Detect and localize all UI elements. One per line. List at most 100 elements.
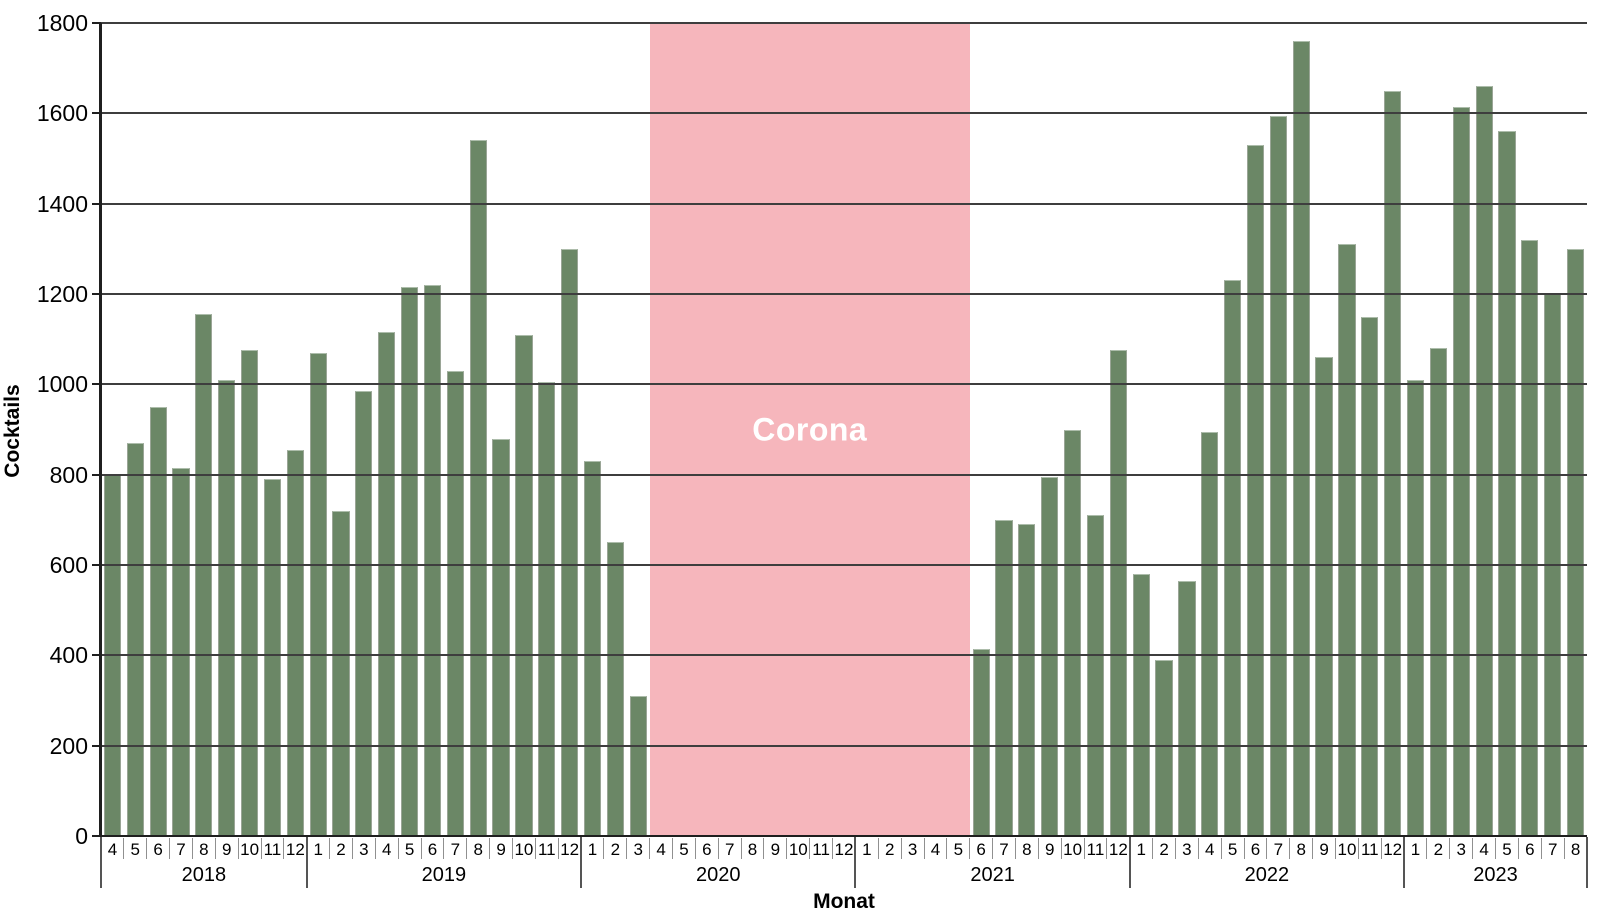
month-label-2021-3: 3 xyxy=(907,840,918,859)
month-label-2021-11: 11 xyxy=(1086,840,1105,859)
bar-2021-10 xyxy=(1064,429,1082,836)
bar-2018-9 xyxy=(218,379,236,836)
month-label-2018-12: 12 xyxy=(285,840,305,859)
y-tick-1600 xyxy=(92,112,101,115)
y-tick-label-1800: 1800 xyxy=(36,10,88,36)
y-tick-600 xyxy=(92,564,101,566)
y-tick-label-0: 0 xyxy=(75,823,88,849)
bar-2023-5 xyxy=(1498,131,1516,836)
month-label-2019-11: 11 xyxy=(537,840,556,859)
month-separator xyxy=(123,838,125,859)
month-label-2018-9: 9 xyxy=(221,840,232,859)
y-tick-label-1200: 1200 xyxy=(36,281,88,307)
month-separator xyxy=(1289,838,1291,859)
month-separator xyxy=(1014,838,1016,859)
month-label-2020-12: 12 xyxy=(834,840,854,859)
month-label-2021-10: 10 xyxy=(1063,840,1083,859)
month-separator xyxy=(740,838,742,859)
month-separator xyxy=(1220,838,1222,859)
bar-2023-8 xyxy=(1566,248,1585,836)
y-tick-800 xyxy=(92,473,101,476)
month-separator xyxy=(214,838,216,859)
y-tick-label-800: 800 xyxy=(49,461,88,488)
month-label-2021-12: 12 xyxy=(1108,840,1128,859)
month-label-2018-8: 8 xyxy=(199,840,209,859)
bar-2023-1 xyxy=(1406,379,1425,836)
bar-2021-12 xyxy=(1109,350,1127,836)
month-label-2022-4: 4 xyxy=(1205,840,1215,859)
month-separator xyxy=(900,838,902,859)
bar-2018-5 xyxy=(126,443,144,836)
month-label-2018-5: 5 xyxy=(130,840,141,859)
month-separator xyxy=(1106,838,1108,859)
y-tick-label-200: 200 xyxy=(49,732,88,759)
month-separator xyxy=(946,838,948,859)
month-label-2022-11: 11 xyxy=(1360,840,1379,859)
bar-2020-2 xyxy=(606,542,624,836)
y-tick-1000 xyxy=(92,383,101,386)
bar-2022-4 xyxy=(1201,431,1219,836)
month-separator xyxy=(557,838,559,859)
month-separator xyxy=(1266,838,1268,859)
gridline-800 xyxy=(101,473,1587,476)
y-tick-200 xyxy=(92,744,101,747)
month-separator xyxy=(763,838,765,859)
month-separator xyxy=(877,838,879,859)
bar-2022-5 xyxy=(1224,280,1242,836)
month-label-2019-8: 8 xyxy=(473,840,483,859)
month-separator xyxy=(992,838,994,859)
month-separator xyxy=(1152,838,1154,859)
bar-2022-11 xyxy=(1361,316,1379,836)
bar-2018-7 xyxy=(172,467,190,836)
month-label-2020-1: 1 xyxy=(587,840,598,859)
month-separator xyxy=(1335,838,1337,859)
y-tick-label-1000: 1000 xyxy=(36,371,88,398)
bar-2021-6 xyxy=(972,648,990,836)
bar-2022-10 xyxy=(1338,244,1356,836)
month-label-2023-4: 4 xyxy=(1479,840,1489,859)
month-separator xyxy=(1426,838,1428,859)
month-separator xyxy=(351,838,353,859)
plot-area: Corona xyxy=(101,22,1587,836)
month-label-2023-7: 7 xyxy=(1547,840,1558,859)
month-separator xyxy=(466,838,468,859)
bar-2019-10 xyxy=(515,334,533,836)
y-tick-label-400: 400 xyxy=(49,642,88,669)
month-separator xyxy=(1517,838,1519,859)
month-label-2019-12: 12 xyxy=(560,840,580,859)
month-separator xyxy=(420,838,422,859)
y-tick-label-1400: 1400 xyxy=(36,190,88,217)
bar-2019-5 xyxy=(401,287,419,836)
bar-2019-6 xyxy=(423,284,442,836)
month-label-2021-5: 5 xyxy=(953,840,964,859)
bar-2018-11 xyxy=(263,479,282,836)
month-separator xyxy=(283,838,285,859)
month-label-2022-10: 10 xyxy=(1337,840,1357,859)
month-label-2018-11: 11 xyxy=(263,840,282,859)
year-separator xyxy=(854,837,857,888)
month-label-2019-10: 10 xyxy=(514,840,534,859)
bar-2019-7 xyxy=(446,370,464,836)
year-separator xyxy=(1586,837,1588,888)
gridline-1600 xyxy=(101,112,1587,115)
month-label-2019-3: 3 xyxy=(359,840,369,859)
bar-2019-12 xyxy=(561,248,579,836)
month-separator xyxy=(626,838,628,859)
gridline-200 xyxy=(101,744,1587,747)
year-separator xyxy=(1128,837,1131,888)
bar-2022-1 xyxy=(1132,574,1150,836)
month-label-2022-7: 7 xyxy=(1273,840,1284,859)
year-label-2023: 2023 xyxy=(1473,864,1518,886)
month-separator xyxy=(603,838,605,859)
bar-2019-2 xyxy=(332,510,350,836)
month-separator xyxy=(832,838,834,859)
month-separator xyxy=(1197,838,1199,859)
month-label-2020-8: 8 xyxy=(747,840,758,859)
bar-2022-6 xyxy=(1246,144,1265,836)
bar-2021-11 xyxy=(1086,515,1105,836)
month-label-2021-7: 7 xyxy=(999,840,1009,859)
corona-region xyxy=(649,23,970,836)
bar-2018-6 xyxy=(149,406,167,836)
month-label-2023-2: 2 xyxy=(1433,840,1444,859)
month-separator xyxy=(717,838,719,859)
